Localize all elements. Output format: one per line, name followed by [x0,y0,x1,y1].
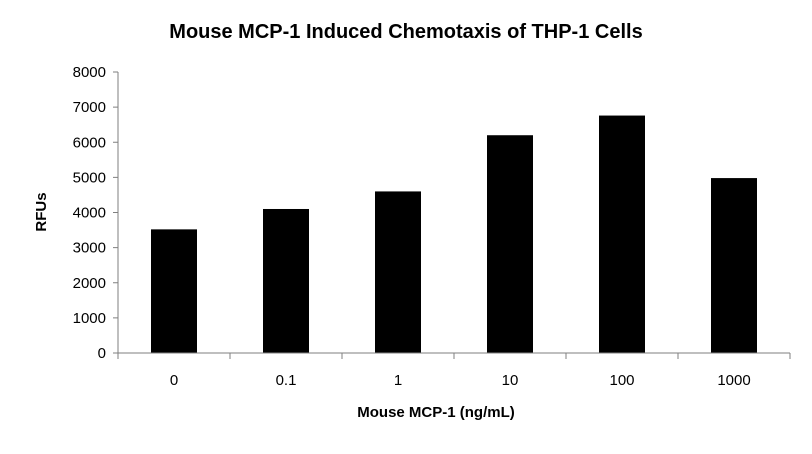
bar-0 [151,229,197,353]
bar-100 [599,115,645,354]
x-tick-label: 1000 [717,372,750,389]
y-axis-label: RFUs [33,192,50,231]
bar-0.1 [263,208,309,353]
x-tick-label: 100 [609,372,634,389]
bar-1 [375,191,421,353]
bars-group [151,115,757,354]
y-tick-label: 5000 [73,169,106,186]
chart-title: Mouse MCP-1 Induced Chemotaxis of THP-1 … [169,21,642,43]
x-tick-label: 0.1 [276,372,297,389]
y-tick-label: 1000 [73,310,106,327]
y-axis-ticks: 0 1000 2000 3000 4000 5000 6000 7000 8000 [73,64,118,362]
y-tick-label: 0 [98,345,106,362]
y-tick-label: 2000 [73,275,106,292]
x-axis-label: Mouse MCP-1 (ng/mL) [357,404,515,421]
x-tick-label: 10 [502,372,519,389]
bar-10 [487,135,533,353]
bar-1000 [711,178,757,353]
y-tick-label: 3000 [73,240,106,257]
y-tick-label: 4000 [73,205,106,222]
y-tick-label: 8000 [73,64,106,81]
x-tick-label: 0 [170,372,178,389]
y-tick-label: 7000 [73,99,106,116]
x-axis-ticks: 0 0.1 1 10 100 1000 [117,353,791,389]
x-tick-label: 1 [394,372,402,389]
y-tick-label: 6000 [73,134,106,151]
